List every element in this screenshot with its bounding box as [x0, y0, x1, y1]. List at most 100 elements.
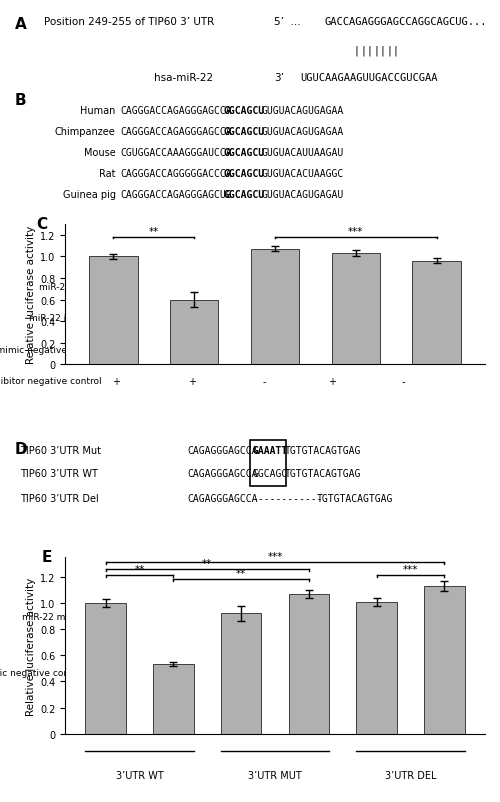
Text: **: **: [202, 558, 212, 568]
Text: -: -: [190, 345, 194, 355]
Text: |: |: [373, 45, 379, 55]
Text: 3’UTR DEL: 3’UTR DEL: [384, 771, 436, 780]
Text: +: +: [188, 282, 196, 292]
Text: -: -: [92, 612, 96, 622]
Text: +: +: [112, 345, 120, 355]
Text: +: +: [90, 668, 98, 678]
Text: E: E: [42, 549, 51, 565]
Text: TGTGTACAGTGAG: TGTGTACAGTGAG: [284, 445, 360, 455]
Text: GGCAGCU: GGCAGCU: [224, 169, 264, 179]
Text: ***: ***: [348, 227, 364, 237]
Text: GGCAGCU: GGCAGCU: [224, 148, 264, 158]
Text: TGTGTACAGTGAG: TGTGTACAGTGAG: [316, 493, 393, 503]
Text: **: **: [148, 227, 159, 237]
Bar: [251, 249, 299, 365]
Text: Guinea pig: Guinea pig: [62, 190, 116, 200]
Y-axis label: Relative luciferase activity: Relative luciferase activity: [26, 577, 36, 715]
Text: UGUCAAGAAGUUGACCGUCGAA: UGUCAAGAAGUUGACCGUCGAA: [300, 73, 438, 83]
Text: +: +: [260, 250, 268, 261]
Text: 3’UTR MUT: 3’UTR MUT: [248, 771, 302, 780]
Bar: [89, 257, 138, 365]
Text: **: **: [236, 569, 246, 578]
Text: -: -: [152, 668, 156, 678]
Bar: [221, 614, 262, 734]
Text: 3’UTR: 3’UTR: [74, 251, 101, 260]
Text: -: -: [262, 345, 266, 355]
Text: hsa-miR-22: hsa-miR-22: [154, 73, 213, 83]
Text: GAAATT: GAAATT: [252, 445, 288, 455]
Text: GUGUACAGUGAGAU: GUGUACAGUGAGAU: [262, 190, 344, 200]
Text: -: -: [274, 668, 278, 678]
Text: -: -: [214, 612, 218, 622]
Text: GUGUACACUAAGGC: GUGUACACUAAGGC: [262, 169, 344, 179]
Text: ***: ***: [403, 565, 418, 575]
Text: +: +: [188, 376, 196, 387]
Text: -: -: [190, 314, 194, 323]
Text: -: -: [402, 376, 406, 387]
Bar: [86, 603, 126, 734]
Text: CAGAGGGAGCCA: CAGAGGGAGCCA: [188, 445, 258, 455]
Y-axis label: Relative luciferase activity: Relative luciferase activity: [26, 225, 36, 364]
Text: |: |: [366, 45, 372, 55]
Text: ------------: ------------: [252, 493, 322, 503]
Bar: [170, 300, 218, 365]
Text: +: +: [272, 612, 280, 622]
Text: TIP60 3’UTR Mut: TIP60 3’UTR Mut: [20, 445, 100, 455]
Text: +: +: [328, 376, 336, 387]
Text: TGTGTACAGTGAG: TGTGTACAGTGAG: [284, 468, 360, 479]
Text: +: +: [260, 282, 268, 292]
Text: GUGUACAUUAAGAU: GUGUACAUUAAGAU: [262, 148, 344, 158]
Text: GUGUACAGUGAGAA: GUGUACAGUGAGAA: [262, 106, 344, 115]
Text: +: +: [400, 345, 407, 355]
Text: +: +: [337, 668, 345, 678]
Text: GGCAGCU: GGCAGCU: [224, 127, 264, 136]
Text: |: |: [360, 45, 366, 55]
Text: C: C: [36, 217, 48, 232]
Text: 3’UTR WT: 3’UTR WT: [116, 771, 164, 780]
Bar: [356, 602, 397, 734]
Bar: [153, 665, 194, 734]
Text: A: A: [15, 18, 26, 32]
Text: CGUGGACCAAAGGGAUCCA: CGUGGACCAAAGGGAUCCA: [120, 148, 232, 158]
Text: Human: Human: [80, 106, 116, 115]
Text: +: +: [188, 250, 196, 261]
Text: CAGGGACCAGAGGGAGCUG: CAGGGACCAGAGGGAGCUG: [120, 190, 232, 200]
Text: TIP60 3’UTR Del: TIP60 3’UTR Del: [20, 493, 98, 503]
Text: Position 249-255 of TIP60 3’ UTR: Position 249-255 of TIP60 3’ UTR: [44, 18, 214, 27]
Text: B: B: [15, 93, 26, 108]
Text: 5’  ...: 5’ ...: [274, 18, 300, 27]
Text: -: -: [402, 282, 406, 292]
Text: GGCAGCU: GGCAGCU: [224, 106, 264, 115]
Bar: [424, 586, 465, 734]
Text: +: +: [397, 612, 405, 622]
Text: |: |: [380, 45, 386, 55]
Text: +: +: [400, 250, 407, 261]
Text: Chimpanzee: Chimpanzee: [55, 127, 116, 136]
Bar: [412, 261, 461, 365]
Text: miR inhibitor negative control: miR inhibitor negative control: [0, 377, 101, 386]
Text: -: -: [340, 612, 343, 622]
Text: -: -: [330, 345, 334, 355]
Text: CAGAGGGAGCCA: CAGAGGGAGCCA: [188, 493, 258, 503]
Bar: [288, 594, 329, 734]
Text: +: +: [112, 376, 120, 387]
Text: CAGGGACCAGAGGGAGCCA: CAGGGACCAGAGGGAGCCA: [120, 127, 232, 136]
Text: GUGUACAGUGAGAA: GUGUACAGUGAGAA: [262, 127, 344, 136]
Text: GGCAGCU: GGCAGCU: [224, 190, 264, 200]
Text: -: -: [114, 314, 117, 323]
Text: -: -: [114, 282, 117, 292]
Text: CAGGGACCAGAGGGAGCCA: CAGGGACCAGAGGGAGCCA: [120, 106, 232, 115]
Text: -: -: [400, 668, 403, 678]
Text: +: +: [260, 314, 268, 323]
Text: +: +: [150, 612, 158, 622]
Text: miR mimic negative control: miR mimic negative control: [0, 346, 101, 354]
Text: Mouse: Mouse: [84, 148, 116, 158]
Text: 3’: 3’: [274, 73, 284, 83]
Text: +: +: [328, 250, 336, 261]
Text: TIP60 3’UTR WT: TIP60 3’UTR WT: [20, 468, 98, 479]
Text: miR-22 mimic: miR-22 mimic: [22, 613, 84, 622]
Text: -: -: [330, 314, 334, 323]
Text: |: |: [392, 45, 398, 55]
Text: +: +: [212, 668, 220, 678]
Text: +: +: [112, 250, 120, 261]
